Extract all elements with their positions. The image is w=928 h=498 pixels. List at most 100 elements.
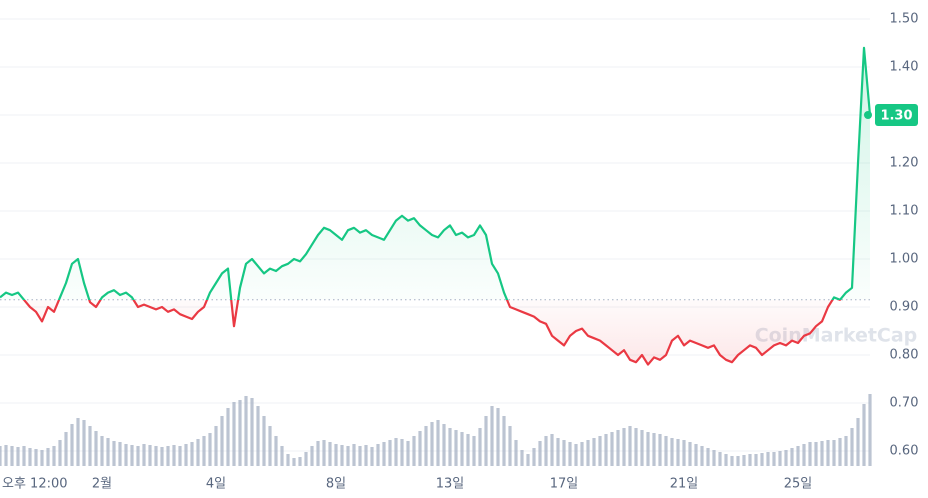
volume-bar	[460, 432, 464, 466]
volume-bar	[808, 442, 812, 466]
volume-bar	[442, 424, 446, 466]
x-tick-label: 오후 12:00	[2, 477, 68, 492]
volume-bar	[736, 456, 740, 466]
x-tick-label: 13일	[436, 477, 465, 492]
volume-bar	[190, 442, 194, 466]
x-tick-label: 8일	[326, 477, 346, 492]
volume-bar	[274, 436, 278, 466]
volume-bar	[40, 450, 44, 466]
volume-bar	[244, 396, 248, 466]
volume-bar	[472, 436, 476, 466]
volume-bar	[316, 441, 320, 466]
volume-bar	[124, 444, 128, 466]
volume-bar	[166, 446, 170, 466]
volume-bar	[532, 448, 536, 466]
volume-bar	[70, 424, 74, 466]
x-tick-label: 21일	[670, 477, 699, 492]
volume-bar	[328, 442, 332, 466]
volume-bar	[298, 457, 302, 466]
volume-bar	[388, 440, 392, 466]
volume-bar	[496, 408, 500, 466]
y-tick-label: 1.50	[890, 12, 919, 27]
volume-bar	[214, 426, 218, 466]
volume-bar	[574, 444, 578, 466]
volume-bar	[394, 438, 398, 466]
volume-bar	[370, 447, 374, 466]
volume-bar	[136, 446, 140, 466]
volume-bar	[118, 442, 122, 466]
volume-bar	[646, 432, 650, 466]
volume-bar	[550, 434, 554, 466]
volume-bar	[778, 451, 782, 466]
volume-bar	[154, 446, 158, 466]
volume-bar	[286, 454, 290, 466]
volume-bar	[790, 448, 794, 466]
volume-bar	[142, 444, 146, 466]
volume-bar	[748, 454, 752, 466]
volume-bar	[10, 446, 14, 466]
volume-bar	[616, 430, 620, 466]
volume-bar	[640, 430, 644, 466]
volume-bar	[712, 450, 716, 466]
x-tick-label: 25일	[784, 477, 813, 492]
volume-bar	[232, 402, 236, 466]
volume-bar	[448, 428, 452, 466]
volume-bar	[682, 440, 686, 466]
volume-bar	[520, 450, 524, 466]
volume-bar	[454, 430, 458, 466]
volume-bar	[172, 445, 176, 466]
volume-bar	[832, 440, 836, 466]
volume-bar	[706, 448, 710, 466]
volume-bar	[82, 420, 86, 466]
volume-bar	[376, 444, 380, 466]
volume-bar	[46, 448, 50, 466]
volume-bar	[580, 442, 584, 466]
volume-bar	[418, 431, 422, 466]
volume-bar	[58, 440, 62, 466]
volume-bar	[826, 440, 830, 466]
y-tick-label: 1.20	[890, 156, 919, 171]
volume-bar	[310, 446, 314, 466]
volume-bar	[610, 432, 614, 466]
volume-bar	[514, 440, 518, 466]
volume-bar	[622, 428, 626, 466]
volume-bar	[772, 452, 776, 466]
volume-bar	[196, 439, 200, 466]
volume-bar	[556, 438, 560, 466]
volume-bar	[670, 438, 674, 466]
volume-bar	[364, 445, 368, 466]
volume-bar	[850, 428, 854, 466]
volume-bar	[22, 446, 26, 466]
volume-bar	[220, 416, 224, 466]
volume-bar	[112, 441, 116, 466]
x-tick-label: 17일	[550, 477, 579, 492]
volume-bar	[526, 454, 530, 466]
volume-bar	[88, 426, 92, 466]
volume-bar	[676, 439, 680, 466]
volume-bar	[664, 436, 668, 466]
volume-bar	[412, 436, 416, 466]
volume-bar	[292, 458, 296, 466]
volume-bar	[862, 404, 866, 466]
volume-bar	[502, 416, 506, 466]
volume-bar	[94, 431, 98, 466]
volume-bar	[64, 432, 68, 466]
volume-bar	[538, 441, 542, 466]
volume-bar	[238, 400, 242, 466]
volume-bar	[28, 448, 32, 466]
volume-bar	[718, 452, 722, 466]
volume-bar	[76, 418, 80, 466]
y-tick-label: 0.60	[890, 444, 919, 459]
volume-bar	[382, 442, 386, 466]
volume-bar	[436, 420, 440, 466]
y-tick-label: 0.90	[890, 300, 919, 315]
price-badge	[875, 104, 918, 126]
volume-bar	[592, 438, 596, 466]
volume-bar	[868, 394, 872, 466]
volume-bar	[490, 406, 494, 466]
volume-bar	[484, 416, 488, 466]
volume-bar	[586, 440, 590, 466]
volume-bar	[814, 442, 818, 466]
volume-bar	[838, 438, 842, 466]
